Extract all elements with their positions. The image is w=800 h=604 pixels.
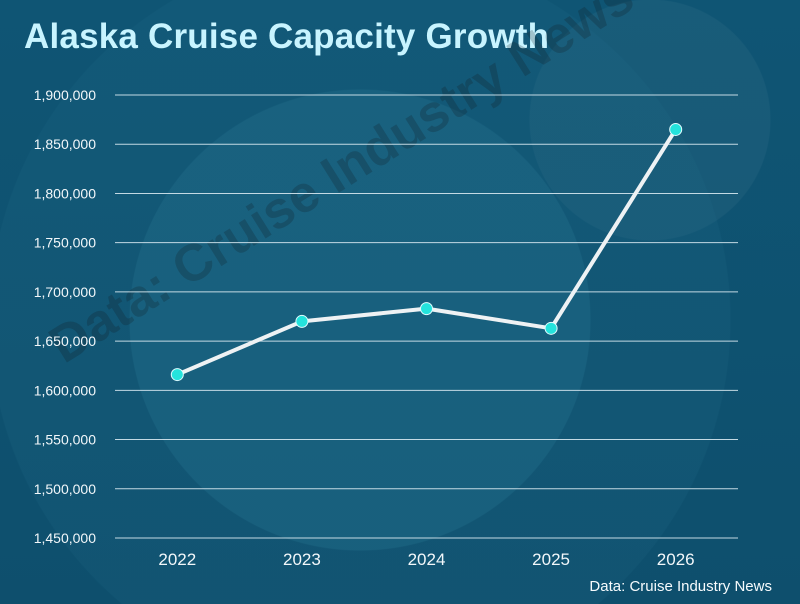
y-tick-label: 1,550,000	[34, 432, 96, 448]
x-tick-label: 2025	[532, 550, 570, 569]
data-point	[295, 314, 309, 328]
data-point	[170, 368, 184, 382]
x-tick-label: 2023	[283, 550, 321, 569]
data-point	[544, 321, 558, 335]
source-note: Data: Cruise Industry News	[589, 578, 772, 595]
y-tick-label: 1,450,000	[34, 530, 96, 546]
x-axis-labels: 2022 2023 2024 2025 2026	[158, 550, 694, 569]
data-point	[669, 122, 683, 136]
series-line	[175, 127, 678, 377]
data-point	[420, 302, 433, 316]
y-axis-labels: 1,900,000 1,850,000 1,800,000 1,750,000 1,70…	[34, 87, 96, 546]
y-tick-label: 1,750,000	[34, 235, 96, 251]
y-tick-label: 1,800,000	[34, 185, 96, 201]
y-tick-label: 1,850,000	[34, 136, 96, 152]
x-tick-label: 2022	[158, 550, 196, 569]
x-tick-label: 2026	[657, 550, 695, 569]
grid-lines	[115, 94, 738, 539]
y-tick-label: 1,650,000	[34, 333, 96, 349]
x-tick-label: 2024	[408, 550, 446, 569]
series-markers	[170, 122, 683, 382]
y-tick-label: 1,700,000	[34, 284, 96, 300]
series-lines	[175, 127, 678, 377]
y-tick-label: 1,600,000	[34, 382, 96, 398]
y-tick-label: 1,900,000	[34, 87, 96, 103]
y-tick-label: 1,500,000	[34, 481, 96, 497]
chart-title: Alaska Cruise Capacity Growth	[24, 17, 550, 56]
